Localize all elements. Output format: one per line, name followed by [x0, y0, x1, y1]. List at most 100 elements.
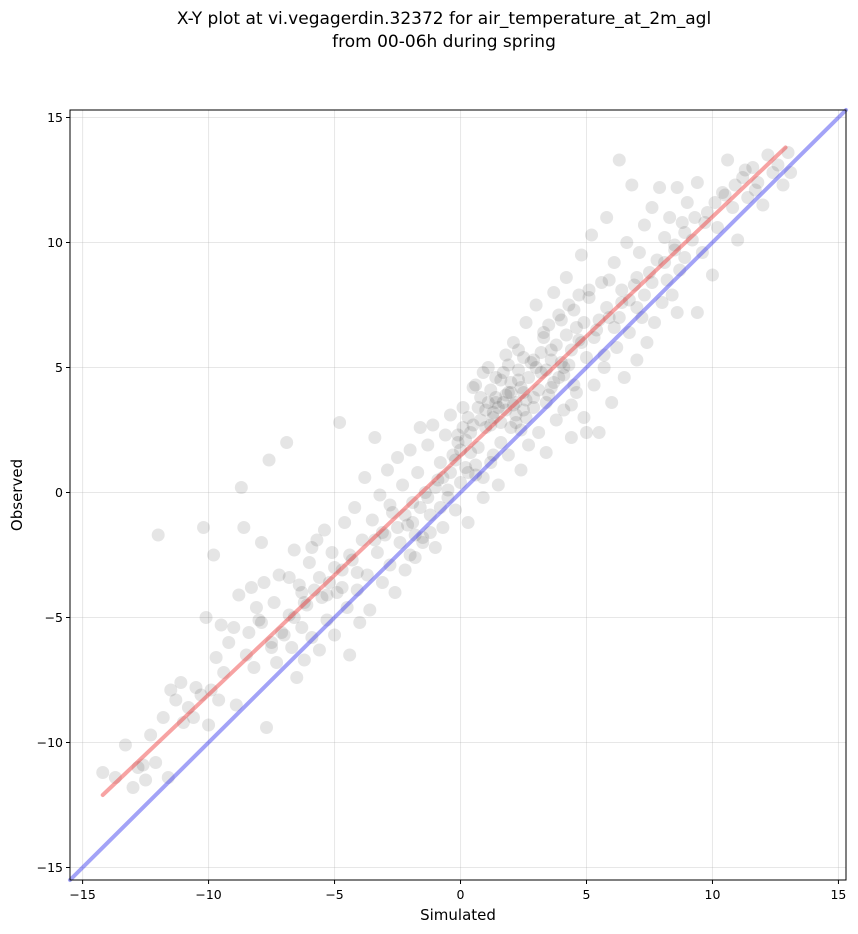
data-point	[317, 523, 331, 537]
data-point	[443, 408, 457, 422]
chart-title: X-Y plot at vi.vegagerdin.32372 for air_…	[176, 9, 712, 29]
data-point	[718, 188, 732, 202]
data-point	[479, 421, 493, 434]
data-point	[456, 401, 470, 414]
data-point	[96, 766, 110, 779]
data-point	[602, 311, 616, 324]
data-point	[151, 528, 165, 542]
scatter-points	[96, 146, 798, 794]
data-point	[282, 608, 296, 622]
data-point	[436, 521, 450, 534]
data-point	[474, 413, 488, 427]
data-point	[610, 341, 624, 354]
data-point	[756, 198, 770, 212]
data-point	[504, 376, 518, 389]
data-point	[607, 256, 621, 269]
data-point	[731, 233, 745, 247]
data-point	[383, 498, 397, 512]
data-point	[421, 491, 435, 504]
data-point	[214, 618, 228, 632]
data-point	[459, 433, 473, 447]
data-point	[559, 328, 573, 342]
data-point	[466, 418, 480, 432]
data-point	[494, 436, 508, 449]
data-point	[625, 178, 639, 192]
data-point	[564, 431, 578, 444]
data-point	[126, 781, 140, 794]
data-point	[519, 393, 533, 407]
data-point	[557, 368, 571, 382]
data-point	[292, 578, 306, 592]
data-point	[617, 371, 631, 384]
data-point	[461, 516, 475, 529]
data-point	[534, 366, 548, 379]
data-point	[466, 381, 480, 394]
data-point	[403, 443, 417, 457]
data-point	[700, 206, 714, 219]
data-point	[645, 276, 659, 289]
fit-line	[100, 145, 788, 797]
data-point	[207, 548, 221, 562]
data-point	[655, 296, 669, 309]
data-point	[597, 361, 611, 374]
data-point	[413, 421, 427, 434]
data-point	[446, 448, 460, 462]
data-point	[680, 196, 694, 209]
data-point	[333, 416, 347, 429]
data-point	[365, 513, 379, 527]
data-point	[509, 396, 523, 409]
data-point	[615, 283, 629, 297]
data-point	[464, 446, 478, 459]
data-point	[398, 508, 412, 522]
data-point	[197, 521, 211, 534]
data-point	[673, 263, 687, 277]
data-point	[368, 533, 382, 547]
data-point	[144, 728, 158, 742]
data-point	[471, 441, 485, 454]
data-point	[260, 721, 274, 734]
data-point	[350, 583, 364, 597]
data-point	[174, 676, 188, 689]
y-tick-label: −15	[37, 860, 63, 875]
data-point	[577, 411, 591, 424]
data-point	[237, 521, 251, 534]
data-point	[784, 166, 798, 179]
data-point	[567, 303, 581, 317]
data-point	[620, 236, 634, 249]
data-point	[476, 491, 490, 504]
data-point	[632, 246, 646, 259]
data-point	[690, 176, 704, 189]
data-point	[557, 403, 571, 417]
data-point	[645, 201, 659, 214]
data-point	[602, 273, 616, 287]
data-point	[600, 301, 614, 314]
data-point	[529, 298, 543, 312]
data-point	[423, 526, 437, 539]
data-point	[254, 616, 268, 629]
data-point	[519, 411, 533, 424]
data-point	[542, 388, 556, 402]
data-point	[592, 426, 606, 439]
data-point	[403, 548, 417, 562]
data-point	[597, 348, 611, 362]
data-point	[265, 636, 279, 649]
data-point	[658, 231, 672, 244]
data-point	[544, 353, 558, 367]
data-point	[297, 596, 311, 609]
data-point	[590, 323, 604, 337]
data-point	[527, 353, 541, 367]
data-point	[373, 488, 387, 502]
data-point	[350, 566, 364, 579]
data-point	[199, 611, 213, 624]
data-point	[108, 771, 122, 784]
data-point	[527, 401, 541, 414]
data-point	[370, 546, 384, 559]
data-point	[428, 541, 442, 554]
data-point	[642, 266, 656, 279]
data-point	[509, 416, 523, 429]
data-point	[766, 166, 780, 179]
data-point	[363, 603, 377, 617]
data-point	[670, 306, 684, 319]
x-tick-label: 15	[830, 887, 846, 902]
data-point	[252, 613, 266, 627]
